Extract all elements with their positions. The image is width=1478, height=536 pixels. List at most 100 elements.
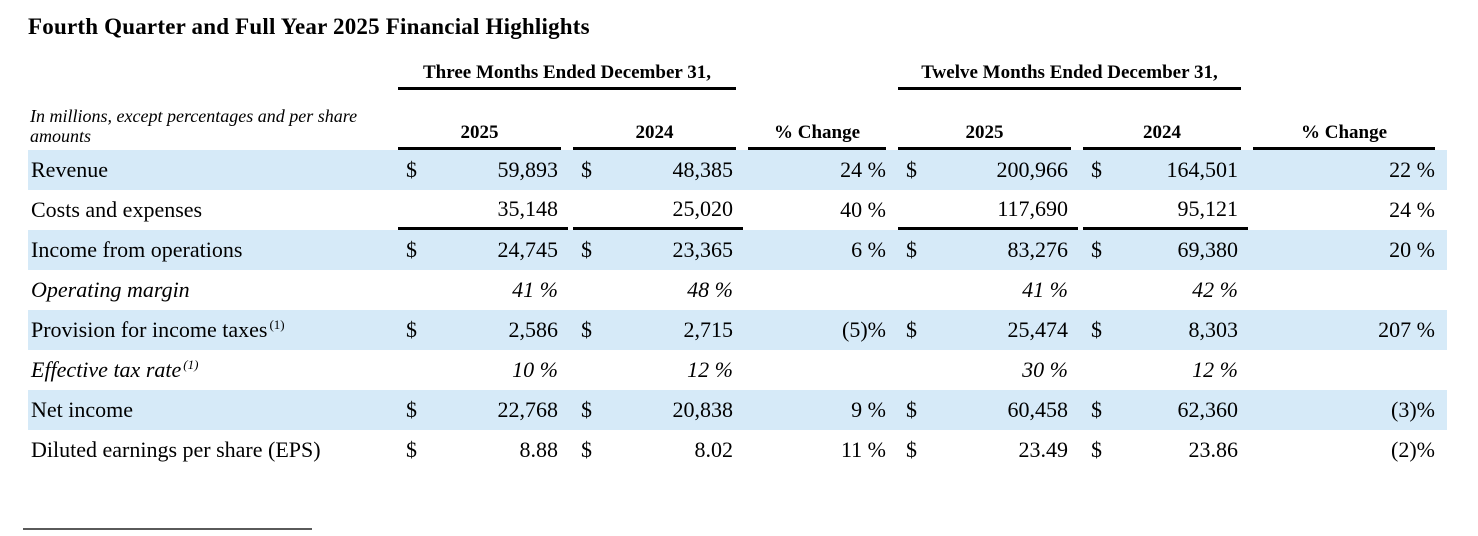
y-pct-change: (3)% bbox=[1391, 397, 1435, 422]
dollar-sign: $ bbox=[406, 437, 417, 462]
y-2024-amount: 42 % bbox=[1192, 277, 1238, 302]
y-pct-change: 22 % bbox=[1389, 157, 1435, 182]
y-pct-change: 207 % bbox=[1378, 317, 1435, 342]
dollar-sign: $ bbox=[581, 157, 592, 182]
y-2025-amount: $83,276 bbox=[906, 237, 1068, 262]
column-header-q-2025: 2025 bbox=[398, 90, 573, 150]
dollar-sign: $ bbox=[406, 397, 417, 422]
q-pct-change bbox=[748, 270, 898, 310]
y-pct-change: (2)% bbox=[1391, 437, 1435, 462]
y-pct-change: 20 % bbox=[1389, 237, 1435, 262]
q-2024-amount: 25,020 bbox=[573, 190, 748, 230]
dollar-sign: $ bbox=[581, 317, 592, 342]
q-2024-amount: 48 % bbox=[687, 277, 733, 302]
q-2025-amount: $2,586 bbox=[406, 317, 558, 342]
y-pct-change bbox=[1253, 350, 1447, 390]
table-row-income-from-operations: Income from operations $24,745 $23,365 6… bbox=[28, 230, 1447, 270]
q-pct-change: 9 % bbox=[851, 397, 886, 422]
group-header-twelve-months: Twelve Months Ended December 31, bbox=[898, 60, 1253, 90]
y-2024-amount: $164,501 bbox=[1091, 157, 1238, 182]
q-2024-amount: $8.02 bbox=[581, 437, 733, 462]
financial-highlights-table: Three Months Ended December 31, Twelve M… bbox=[28, 60, 1447, 470]
y-2024-amount: 12 % bbox=[1192, 357, 1238, 382]
group-header-gap bbox=[748, 60, 898, 90]
table-row-provision-for-income-taxes: Provision for income taxes (1) $2,586 $2,… bbox=[28, 310, 1447, 350]
footnote-marker: (1) bbox=[183, 356, 199, 372]
group-header-gap-end bbox=[1253, 60, 1447, 90]
table-row-effective-tax-rate: Effective tax rate (1) 10 % 12 % 30 % 12 … bbox=[28, 350, 1447, 390]
group-header-three-months: Three Months Ended December 31, bbox=[398, 60, 748, 90]
row-label: Provision for income taxes (1) bbox=[31, 316, 285, 342]
group-header-spacer bbox=[28, 60, 398, 90]
column-header-y-2025: 2025 bbox=[898, 90, 1083, 150]
y-2025-amount: 41 % bbox=[1022, 277, 1068, 302]
group-header-twelve-months-label: Twelve Months Ended December 31, bbox=[898, 62, 1241, 90]
q-pct-change: 11 % bbox=[840, 437, 886, 462]
dollar-sign: $ bbox=[581, 397, 592, 422]
y-2025-amount: 30 % bbox=[1022, 357, 1068, 382]
dollar-sign: $ bbox=[1091, 397, 1102, 422]
dollar-sign: $ bbox=[1091, 237, 1102, 262]
row-label: Net income bbox=[31, 397, 134, 422]
q-2024-amount: $48,385 bbox=[581, 157, 733, 182]
table-group-header-row: Three Months Ended December 31, Twelve M… bbox=[28, 60, 1447, 90]
q-2025-amount: $8.88 bbox=[406, 437, 558, 462]
q-pct-change: (5)% bbox=[842, 317, 886, 342]
row-label: Income from operations bbox=[31, 237, 243, 262]
dollar-sign: $ bbox=[1091, 437, 1102, 462]
page-title: Fourth Quarter and Full Year 2025 Financ… bbox=[28, 14, 590, 39]
y-2025-amount: $23.49 bbox=[906, 437, 1068, 462]
y-pct-change bbox=[1253, 270, 1447, 310]
q-pct-change bbox=[748, 350, 898, 390]
y-2024-amount: $23.86 bbox=[1091, 437, 1238, 462]
dollar-sign: $ bbox=[906, 237, 917, 262]
dollar-sign: $ bbox=[581, 237, 592, 262]
table-row-diluted-eps: Diluted earnings per share (EPS) $8.88 $… bbox=[28, 430, 1447, 470]
dollar-sign: $ bbox=[906, 157, 917, 182]
group-header-three-months-label: Three Months Ended December 31, bbox=[398, 62, 736, 90]
dollar-sign: $ bbox=[1091, 317, 1102, 342]
q-2025-amount: $22,768 bbox=[406, 397, 558, 422]
q-pct-change: 6 % bbox=[851, 237, 886, 262]
table-row-revenue: Revenue $59,893 $48,385 24 % $200,966 $1… bbox=[28, 150, 1447, 190]
table-column-header-row: In millions, except percentages and per … bbox=[28, 90, 1447, 150]
q-2025-amount: $24,745 bbox=[406, 237, 558, 262]
table-units-note: In millions, except percentages and per … bbox=[30, 106, 358, 146]
y-2024-amount: $62,360 bbox=[1091, 397, 1238, 422]
q-2025-amount: 10 % bbox=[512, 357, 558, 382]
dollar-sign: $ bbox=[906, 397, 917, 422]
dollar-sign: $ bbox=[1091, 157, 1102, 182]
y-2025-amount: $25,474 bbox=[906, 317, 1068, 342]
q-2025-amount: $59,893 bbox=[406, 157, 558, 182]
dollar-sign: $ bbox=[406, 317, 417, 342]
footnote-divider bbox=[23, 528, 312, 530]
dollar-sign: $ bbox=[906, 437, 917, 462]
y-2025-amount: $60,458 bbox=[906, 397, 1068, 422]
table-row-operating-margin: Operating margin 41 % 48 % 41 % 42 % bbox=[28, 270, 1447, 310]
row-label: Costs and expenses bbox=[31, 197, 203, 222]
y-2025-amount: 117,690 bbox=[898, 190, 1083, 230]
q-2025-amount: 35,148 bbox=[398, 190, 573, 230]
column-header-q-2024: 2024 bbox=[573, 90, 748, 150]
dollar-sign: $ bbox=[406, 237, 417, 262]
table-row-costs-and-expenses: Costs and expenses 35,148 25,020 40 % 11… bbox=[28, 190, 1447, 230]
dollar-sign: $ bbox=[581, 437, 592, 462]
q-2024-amount: 12 % bbox=[687, 357, 733, 382]
q-2024-amount: $2,715 bbox=[581, 317, 733, 342]
footnote-marker: (1) bbox=[269, 316, 285, 332]
q-pct-change: 40 % bbox=[840, 197, 886, 222]
y-pct-change: 24 % bbox=[1389, 197, 1435, 222]
row-label: Effective tax rate (1) bbox=[31, 356, 199, 382]
row-label: Diluted earnings per share (EPS) bbox=[31, 437, 321, 462]
column-header-q-change: % Change bbox=[748, 90, 898, 150]
q-2024-amount: $23,365 bbox=[581, 237, 733, 262]
dollar-sign: $ bbox=[906, 317, 917, 342]
row-label: Revenue bbox=[31, 157, 108, 182]
row-label: Operating margin bbox=[31, 277, 190, 302]
q-pct-change: 24 % bbox=[840, 157, 886, 182]
table-row-net-income: Net income $22,768 $20,838 9 % $60,458 $… bbox=[28, 390, 1447, 430]
y-2025-amount: $200,966 bbox=[906, 157, 1068, 182]
column-header-y-2024: 2024 bbox=[1083, 90, 1253, 150]
q-2024-amount: $20,838 bbox=[581, 397, 733, 422]
dollar-sign: $ bbox=[406, 157, 417, 182]
